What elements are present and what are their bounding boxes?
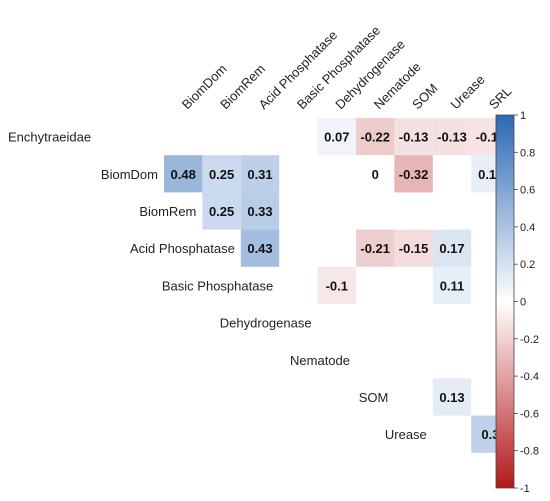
heatmap-cell-basic-phosphatase-dehydrogenase: -0.1 <box>317 266 356 304</box>
column-label-som: SOM <box>409 81 441 113</box>
heatmap-cell-biomdom-acid-phosphatase: 0.31 <box>240 155 280 193</box>
cells-layer: 0.07 -0.22 -0.13 -0.13 -0.120.48 0.25 0.31 0 -0.… <box>164 118 510 453</box>
heatmap-cell-biomrem-biomrem: 0.25 <box>202 192 241 230</box>
heatmap-cell-acid-phosphatase-nematode: -0.21 <box>356 229 395 267</box>
cell-fill <box>317 118 356 156</box>
cell-value-label: -0.13 <box>399 130 429 145</box>
cell-fill <box>356 155 395 193</box>
cell-value-label: -0.1 <box>326 278 348 293</box>
cell-fill <box>202 192 241 230</box>
heatmap-cell-basic-phosphatase-urease: 0.11 <box>432 266 472 304</box>
heatmap-cell-biomrem-acid-phosphatase: 0.33 <box>240 192 280 230</box>
colorbar-tick-label: -1 <box>520 483 530 495</box>
heatmap-cell-biomdom-biomdom: 0.48 <box>164 155 203 193</box>
cell-fill <box>356 229 395 267</box>
cell-fill <box>394 229 433 267</box>
heatmap-cell-enchytraeidae-nematode: -0.22 <box>356 118 395 156</box>
colorbar-tick-label: -0.4 <box>520 371 539 383</box>
colorbar-tick-label: 0.8 <box>520 147 535 159</box>
colorbar-gradient <box>495 114 515 489</box>
column-label-srl: SRL <box>486 84 514 112</box>
cell-value-label: -0.32 <box>399 167 429 182</box>
cell-fill <box>432 378 472 416</box>
cell-fill <box>240 155 280 193</box>
heatmap-cell-biomdom-som: -0.32 <box>394 155 433 193</box>
cell-fill <box>394 155 433 193</box>
cell-fill <box>240 192 280 230</box>
cell-value-label: -0.22 <box>360 130 390 145</box>
cell-fill <box>356 118 395 156</box>
cell-value-label: 0.13 <box>439 390 464 405</box>
colorbar: 1 0.8 0.6 0.4 0.2 0 -0.2 -0.4 -0.6 -0.8 -1 <box>495 110 539 495</box>
row-labels: Enchytraeidae BiomDom BiomRem Acid Phosphat… <box>8 130 427 443</box>
cell-value-label: 0.33 <box>247 204 272 219</box>
cell-fill <box>432 266 472 304</box>
heatmap-cell-acid-phosphatase-urease: 0.17 <box>432 229 472 267</box>
heatmap-cell-enchytraeidae-som: -0.13 <box>394 118 433 156</box>
cell-fill <box>432 229 472 267</box>
heatmap-cell-enchytraeidae-urease: -0.13 <box>432 118 472 156</box>
colorbar-tick-label: 1 <box>520 110 526 122</box>
cell-value-label: 0.25 <box>209 204 234 219</box>
cell-fill <box>202 155 241 193</box>
cell-value-label: 0 <box>372 167 379 182</box>
colorbar-tick-label: -0.2 <box>520 334 539 346</box>
row-label-enchytraeidae: Enchytraeidae <box>8 130 91 145</box>
colorbar-tick-label: 0.4 <box>520 222 535 234</box>
colorbar-tick-label: -0.8 <box>520 446 539 458</box>
row-label-biomdom: BiomDom <box>101 167 158 182</box>
cell-value-label: 0.48 <box>171 167 196 182</box>
row-label-urease: Urease <box>385 427 427 442</box>
cell-value-label: -0.15 <box>399 241 429 256</box>
cell-value-label: 0.11 <box>440 278 465 293</box>
heatmap-cell-enchytraeidae-dehydrogenase: 0.07 <box>317 118 356 156</box>
heatmap-cell-acid-phosphatase-som: -0.15 <box>394 229 433 267</box>
heatmap-cell-som-urease: 0.13 <box>432 378 472 416</box>
row-label-som: SOM <box>359 390 389 405</box>
row-label-basic-phosphatase: Basic Phosphatase <box>162 278 273 293</box>
row-label-nematode: Nematode <box>290 353 350 368</box>
column-label-urease: Urease <box>448 72 488 112</box>
cell-value-label: -0.21 <box>360 241 390 256</box>
cell-fill <box>317 266 356 304</box>
row-label-acid-phosphatase: Acid Phosphatase <box>130 241 235 256</box>
colorbar-tick-label: 0.2 <box>520 259 535 271</box>
cell-value-label: 0.17 <box>439 241 464 256</box>
cell-fill <box>164 155 203 193</box>
cell-value-label: 0.3 <box>481 427 499 442</box>
cell-value-label: 0.43 <box>247 241 272 256</box>
cell-value-label: 0.25 <box>209 167 234 182</box>
row-label-dehydrogenase: Dehydrogenase <box>220 316 312 331</box>
cell-fill <box>432 118 472 156</box>
cell-value-label: -0.13 <box>437 130 467 145</box>
cell-value-label: 0.07 <box>324 130 349 145</box>
colorbar-tick-label: 0.6 <box>520 185 535 197</box>
heatmap-cell-biomdom-nematode: 0 <box>356 155 395 193</box>
cell-fill <box>394 118 433 156</box>
heatmap-cell-acid-phosphatase-acid-phosphatase: 0.43 <box>240 229 280 267</box>
heatmap-cell-biomdom-biomrem: 0.25 <box>202 155 241 193</box>
cell-fill <box>240 229 280 267</box>
colorbar-tick-label: 0 <box>520 297 526 309</box>
row-label-biomrem: BiomRem <box>139 204 196 219</box>
colorbar-tick-label: -0.6 <box>520 408 539 420</box>
cell-value-label: 0.31 <box>247 167 272 182</box>
